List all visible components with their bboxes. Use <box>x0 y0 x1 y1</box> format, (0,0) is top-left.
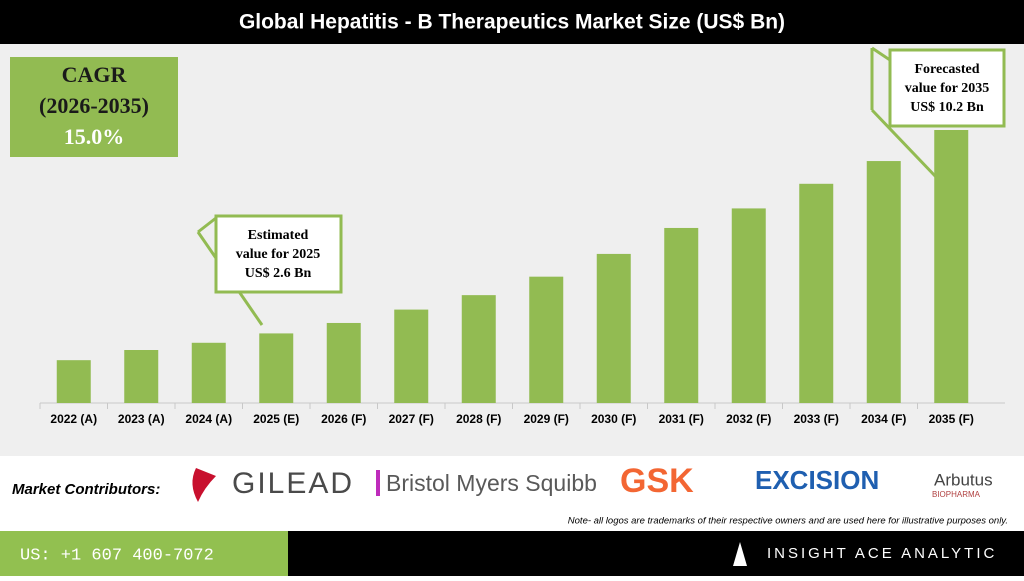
callout-2025: Estimated value for 2025 US$ 2.6 Bn <box>196 214 343 326</box>
chart-title: Global Hepatitis - B Therapeutics Market… <box>239 11 785 34</box>
x-tick-label: 2032 (F) <box>726 412 771 426</box>
callout-line <box>197 216 217 234</box>
callout-text: Estimated <box>248 228 309 243</box>
bar <box>56 360 91 403</box>
x-tick-label: 2028 (F) <box>456 412 501 426</box>
logo: EXCISION <box>755 465 879 495</box>
logo: Bristol Myers Squibb <box>386 470 597 496</box>
bar <box>731 208 766 403</box>
x-tick-label: 2033 (F) <box>794 412 839 426</box>
logo: GSK <box>620 462 694 500</box>
callout-text: US$ 10.2 Bn <box>910 100 984 115</box>
x-tick-label: 2030 (F) <box>591 412 636 426</box>
bar <box>799 183 834 403</box>
contributors-label: Market Contributors: <box>12 481 160 498</box>
x-tick-label: 2035 (F) <box>929 412 974 426</box>
bar <box>934 130 969 403</box>
bar <box>461 295 496 403</box>
logo: GILEAD <box>232 467 354 500</box>
bar <box>394 309 429 403</box>
x-tick-label: 2024 (A) <box>185 412 232 426</box>
bms-icon <box>376 470 380 496</box>
gilead-icon <box>192 468 216 502</box>
bars: 2022 (A) 2023 (A) 2024 (A) 2025 (E) 2026 (F)… <box>39 130 974 426</box>
brand: INSIGHT ACE ANALYTIC <box>767 545 997 562</box>
brand-icon <box>733 542 747 566</box>
x-tick-label: 2027 (F) <box>389 412 434 426</box>
bar <box>259 333 294 403</box>
callout-text: US$ 2.6 Bn <box>245 266 312 281</box>
x-tick-label: 2023 (A) <box>118 412 165 426</box>
callout-text: value for 2025 <box>236 247 321 262</box>
x-tick-label: 2034 (F) <box>861 412 906 426</box>
cagr-title: CAGR <box>62 62 128 87</box>
x-tick-label: 2029 (F) <box>524 412 569 426</box>
x-tick-label: 2031 (F) <box>659 412 704 426</box>
title-bar <box>0 0 1024 44</box>
phone: US: +1 607 400-7072 <box>20 546 214 565</box>
callout-text: Forecasted <box>914 62 979 77</box>
logo: Arbutus <box>934 470 993 489</box>
bar <box>191 342 226 403</box>
phone-bar <box>0 531 288 576</box>
bar <box>664 227 699 403</box>
note: Note- all logos are trademarks of their … <box>568 516 1008 527</box>
logo: BIOPHARMA <box>932 490 981 499</box>
cagr-period: (2026-2035) <box>39 93 149 118</box>
cagr-box <box>10 57 178 157</box>
brand-bar <box>288 531 1024 576</box>
x-tick-label: 2026 (F) <box>321 412 366 426</box>
bar <box>596 253 631 403</box>
bar <box>866 161 901 403</box>
callout-line <box>870 108 939 180</box>
callout-box <box>214 214 343 294</box>
bar <box>529 276 564 403</box>
bar <box>124 350 159 403</box>
bar <box>326 322 361 403</box>
x-tick-label: 2025 (E) <box>253 412 299 426</box>
callout-box <box>888 48 1006 128</box>
x-tick-label: 2022 (A) <box>50 412 97 426</box>
callout-line <box>871 46 891 62</box>
callout-text: value for 2035 <box>905 81 990 96</box>
callout-2035: Forecasted value for 2035 US$ 10.2 Bn <box>870 46 1006 180</box>
cagr-value: 15.0% <box>64 124 125 149</box>
